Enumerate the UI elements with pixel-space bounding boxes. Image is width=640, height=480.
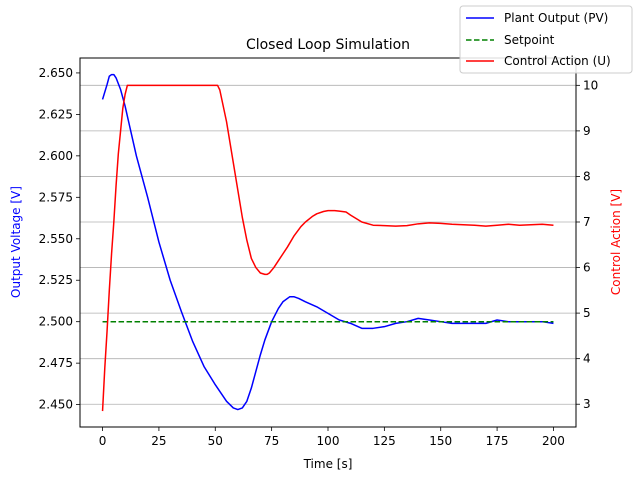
series-layer bbox=[101, 73, 554, 412]
y-right-tick-label: 9 bbox=[583, 124, 591, 138]
x-tick-label: 125 bbox=[373, 434, 396, 448]
y-right-tick-label: 4 bbox=[583, 352, 591, 366]
x-axis-title: Time [s] bbox=[303, 457, 353, 471]
y-left-tick-label: 2.450 bbox=[39, 398, 73, 412]
x-tick-label: 50 bbox=[208, 434, 223, 448]
x-tick-label: 150 bbox=[429, 434, 452, 448]
y-right-tick-label: 5 bbox=[583, 306, 591, 320]
x-tick-label: 100 bbox=[317, 434, 340, 448]
plant-output-line bbox=[101, 73, 554, 411]
y-right-tick-label: 8 bbox=[583, 169, 591, 183]
right-y-axis-title: Control Action [V] bbox=[609, 189, 623, 295]
left-y-axis-title: Output Voltage [V] bbox=[9, 186, 23, 298]
y-right-tick-label: 6 bbox=[583, 261, 591, 275]
y-left-tick-label: 2.500 bbox=[39, 315, 73, 329]
y-left-tick-label: 2.625 bbox=[39, 107, 73, 121]
y-right-tick-label: 10 bbox=[583, 78, 598, 92]
x-tick-label: 25 bbox=[151, 434, 166, 448]
legend: Plant Output (PV) Setpoint Control Actio… bbox=[459, 5, 633, 74]
x-tick-label: 0 bbox=[99, 434, 107, 448]
y-left-tick-label: 2.475 bbox=[39, 356, 73, 370]
control-action-line bbox=[101, 84, 554, 412]
y-left-tick-label: 2.575 bbox=[39, 190, 73, 204]
y-left-tick-label: 2.600 bbox=[39, 149, 73, 163]
ticks-layer: 0 25 50 75 100 125 150 175 2002.4502.4752.5002.5… bbox=[39, 66, 599, 448]
y-right-tick-label: 3 bbox=[583, 397, 591, 411]
y-left-tick-label: 2.550 bbox=[39, 232, 73, 246]
x-tick-label: 75 bbox=[264, 434, 279, 448]
legend-label-control-action: Control Action (U) bbox=[504, 54, 611, 68]
legend-label-plant-output: Plant Output (PV) bbox=[504, 11, 608, 25]
y-left-tick-label: 2.525 bbox=[39, 273, 73, 287]
y-left-tick-label: 2.650 bbox=[39, 66, 73, 80]
legend-box bbox=[459, 5, 633, 74]
x-tick-label: 200 bbox=[542, 434, 565, 448]
x-tick-label: 175 bbox=[486, 434, 509, 448]
chart-title: Closed Loop Simulation bbox=[246, 37, 410, 53]
legend-label-setpoint: Setpoint bbox=[504, 33, 555, 47]
y-right-tick-label: 7 bbox=[583, 215, 591, 229]
